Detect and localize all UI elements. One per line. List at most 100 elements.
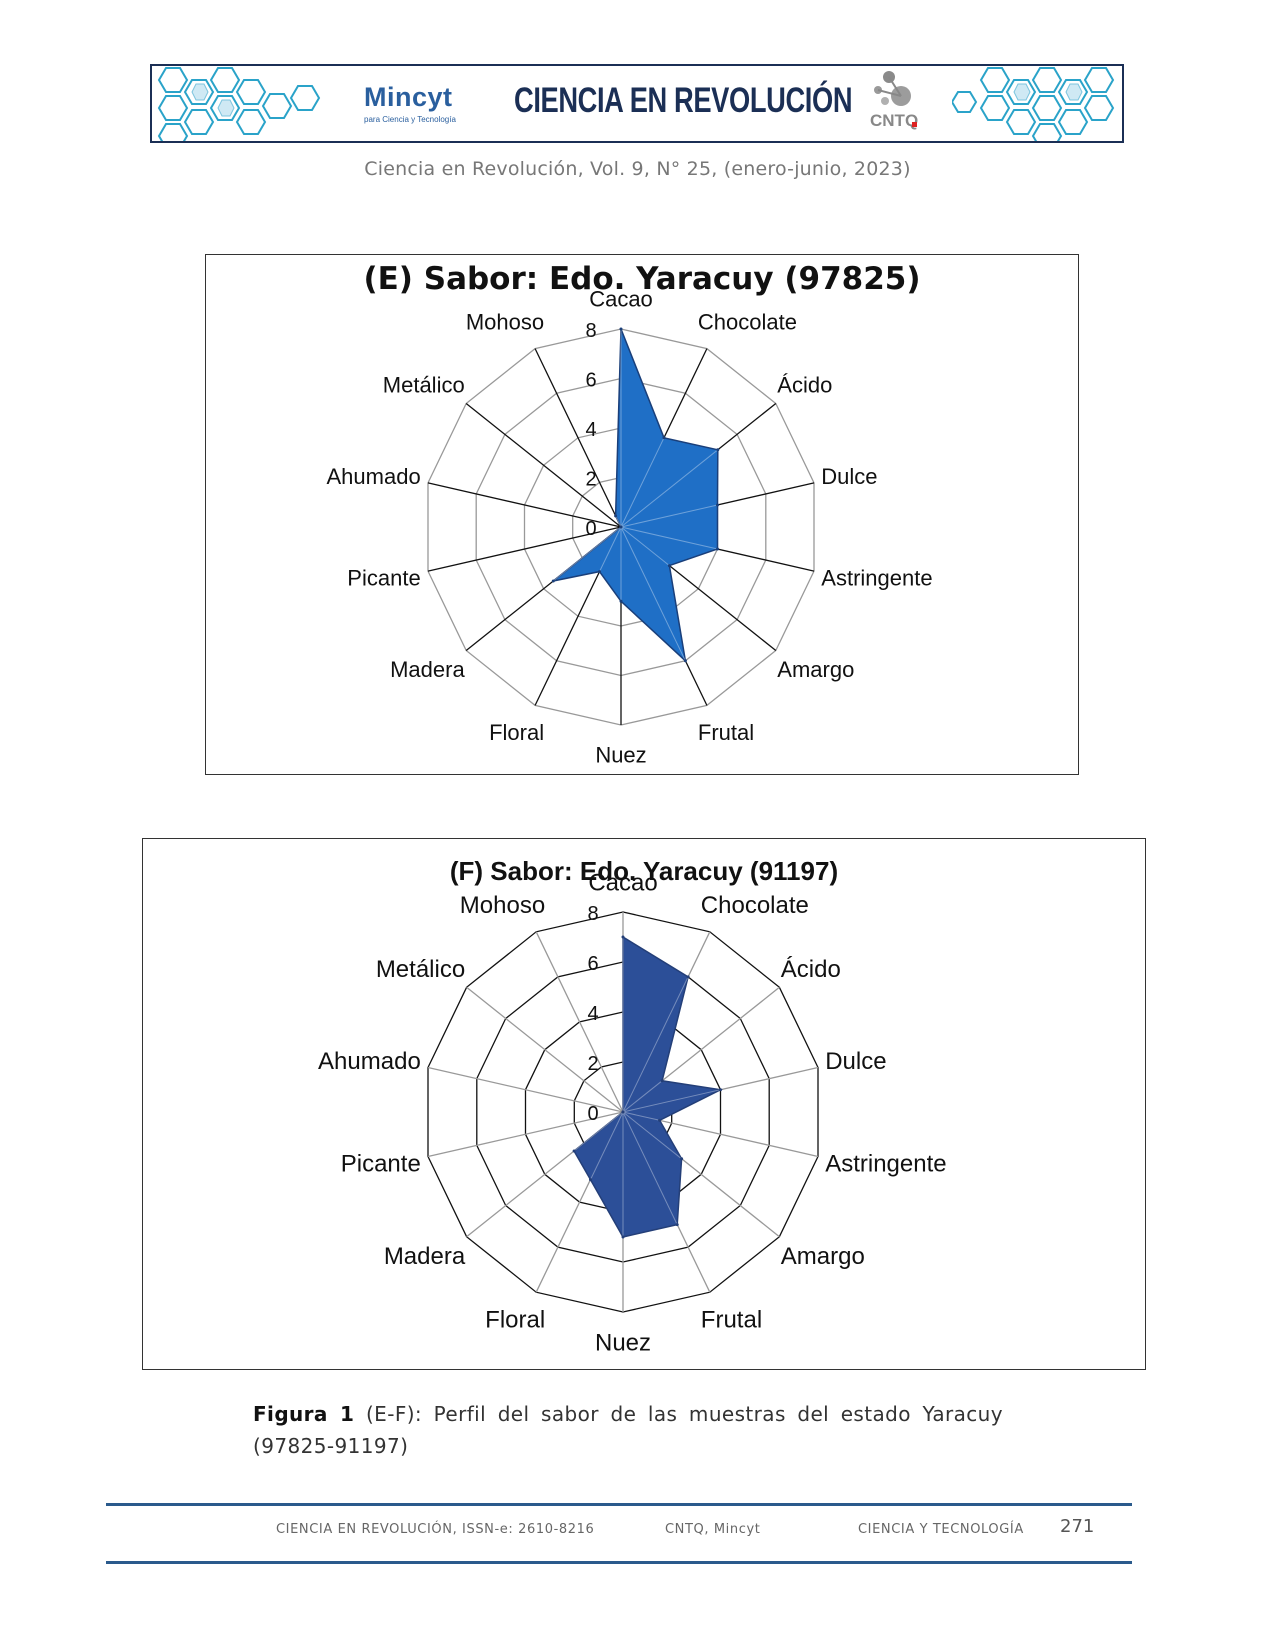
category-label: Mohoso [460,892,545,919]
tick-label: 4 [585,419,596,441]
data-point [619,599,623,603]
mincyt-logo-subtitle: para Ciencia y Tecnología [364,115,456,124]
data-point [680,1157,684,1161]
tick-label: 2 [587,1053,598,1075]
data-point [716,448,720,452]
category-label: Dulce [821,464,877,489]
category-label: Frutal [701,1307,762,1334]
category-label: Floral [489,720,544,745]
category-label: Chocolate [698,309,797,334]
data-spoke [590,1111,624,1180]
category-label: Picante [341,1151,421,1178]
data-spoke [599,526,622,572]
tick-label: 2 [585,469,596,491]
data-spoke [620,526,718,550]
data-spoke [622,1089,721,1113]
footer-divider-top [106,1503,1132,1506]
data-point [598,570,601,574]
figure-caption-text: (E-F): Perfil del sabor de las muestras … [253,1402,1003,1458]
category-label: Frutal [698,720,754,745]
data-point [662,436,666,440]
radar-plot: 0 2 4 6 8 Cacao Chocolate Ácido Dulce Astringente… [318,869,947,1356]
journal-banner: Mincyt para Ciencia y Tecnología CIENCIA… [150,64,1124,143]
data-point [621,1235,625,1239]
figure-caption: Figura 1 (E-F): Perfil del sabor de las … [253,1398,1003,1462]
tick-label: 4 [587,1003,598,1025]
data-spoke [620,526,670,566]
data-spoke [620,437,665,528]
chart-title: (F) Sabor: Edo. Yaracuy (91197) [449,856,839,886]
category-label: Amargo [777,657,854,682]
data-spoke [620,504,718,528]
banner-title: CIENCIA EN REVOLUCIÓN [514,81,853,120]
tick-label: 8 [585,320,596,342]
category-label: Ahumado [327,464,421,489]
hexagon-pattern-right [952,67,1115,141]
tick-label: 0 [585,518,596,540]
tick-label: 8 [587,903,598,925]
tick-label: 6 [587,953,598,975]
data-point [614,514,618,518]
category-label: Astringente [825,1151,946,1178]
radar-chart-e: (E) Sabor: Edo. Yaracuy (97825) 0 2 4 6 8 Cac… [205,254,1079,775]
category-label: Chocolate [701,892,809,919]
axis-spoke [427,1066,624,1113]
mincyt-logo-name: Mincyt [364,82,453,112]
category-label: Floral [485,1307,545,1334]
data-point [719,1088,722,1092]
axis-spoke [427,526,622,572]
data-point [619,525,623,529]
data-point [621,935,625,939]
axis-spoke [466,986,624,1113]
category-label: Amargo [781,1243,865,1270]
data-spoke [622,1111,678,1225]
category-label: Nuez [595,1329,651,1356]
chart-title: (E) Sabor: Edo. Yaracuy (97825) [363,261,921,297]
data-point [667,564,671,568]
data-spoke [620,526,686,662]
footer-area: CIENCIA Y TECNOLOGÍA [858,1522,1024,1537]
axis-spoke [427,1111,624,1158]
category-label: Mohoso [466,309,544,334]
radar-plot: 0 2 4 6 8 Cacao Chocolate Ácido Dulce Astringente… [327,287,933,768]
data-point [660,1079,664,1083]
data-point [675,1223,679,1227]
data-spoke [622,1111,660,1121]
data-spoke [620,449,719,528]
data-spoke [622,1111,682,1160]
cntq-logo: CNTQ [870,71,918,130]
data-point [683,659,687,663]
journal-citation: Ciencia en Revolución, Vol. 9, N° 25, (e… [364,158,911,180]
data-spoke [552,526,622,582]
category-label: Ácido [777,373,832,398]
tick-label: 0 [587,1103,598,1125]
data-point [716,503,719,507]
data-spoke [622,976,689,1113]
category-label: Ahumado [318,1048,421,1075]
mincyt-logo: Mincyt para Ciencia y Tecnología [364,82,474,130]
data-point [658,1118,662,1122]
radar-chart-f: (F) Sabor: Edo. Yaracuy (91197) 0 2 4 6 8 Cac… [142,838,1146,1370]
footer-issn: CIENCIA EN REVOLUCIÓN, ISSN-e: 2610-8216 [276,1522,595,1537]
page-number: 271 [1060,1516,1095,1537]
category-label: Picante [347,565,420,590]
category-label: Ácido [781,956,841,983]
category-label: Cacao [588,869,657,896]
category-label: Nuez [595,743,646,768]
axis-spoke [465,402,622,528]
category-label: Madera [384,1243,466,1270]
footer-divider-bottom [106,1561,1132,1564]
footer-organization: CNTQ, Mincyt [665,1522,761,1537]
category-label: Metálico [383,373,465,398]
data-point [589,1178,592,1182]
data-point [572,1149,576,1153]
category-label: Madera [390,657,465,682]
category-label: Astringente [821,565,932,590]
category-label: Metálico [376,956,465,983]
data-point [686,975,690,979]
cntq-logo-name: CNTQ [870,111,918,130]
data-point [716,547,719,551]
axis-spoke [535,931,624,1113]
axis-spoke [427,482,622,528]
data-spoke [622,1080,663,1113]
